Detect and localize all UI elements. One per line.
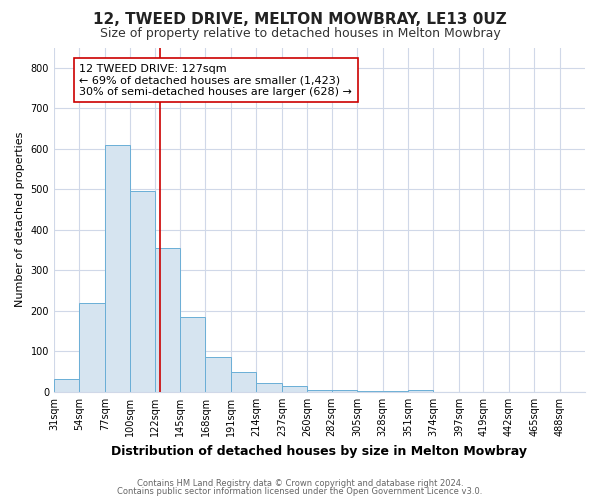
X-axis label: Distribution of detached houses by size in Melton Mowbray: Distribution of detached houses by size …	[112, 444, 527, 458]
Bar	[105, 145, 130, 392]
Bar	[180, 317, 205, 392]
Text: 12 TWEED DRIVE: 127sqm
← 69% of detached houses are smaller (1,423)
30% of semi-: 12 TWEED DRIVE: 127sqm ← 69% of detached…	[79, 64, 352, 97]
Bar	[155, 248, 180, 392]
Y-axis label: Number of detached properties: Number of detached properties	[15, 132, 25, 308]
Text: Size of property relative to detached houses in Melton Mowbray: Size of property relative to detached ho…	[100, 28, 500, 40]
Bar	[408, 390, 433, 392]
Text: Contains public sector information licensed under the Open Government Licence v3: Contains public sector information licen…	[118, 487, 482, 496]
Text: 12, TWEED DRIVE, MELTON MOWBRAY, LE13 0UZ: 12, TWEED DRIVE, MELTON MOWBRAY, LE13 0U…	[93, 12, 507, 28]
Bar	[54, 379, 79, 392]
Bar	[282, 386, 307, 392]
Bar	[256, 383, 282, 392]
Text: Contains HM Land Registry data © Crown copyright and database right 2024.: Contains HM Land Registry data © Crown c…	[137, 478, 463, 488]
Bar	[357, 390, 383, 392]
Bar	[79, 303, 105, 392]
Bar	[205, 358, 231, 392]
Bar	[231, 372, 256, 392]
Bar	[332, 390, 357, 392]
Bar	[130, 192, 155, 392]
Bar	[307, 390, 332, 392]
Bar	[383, 391, 408, 392]
